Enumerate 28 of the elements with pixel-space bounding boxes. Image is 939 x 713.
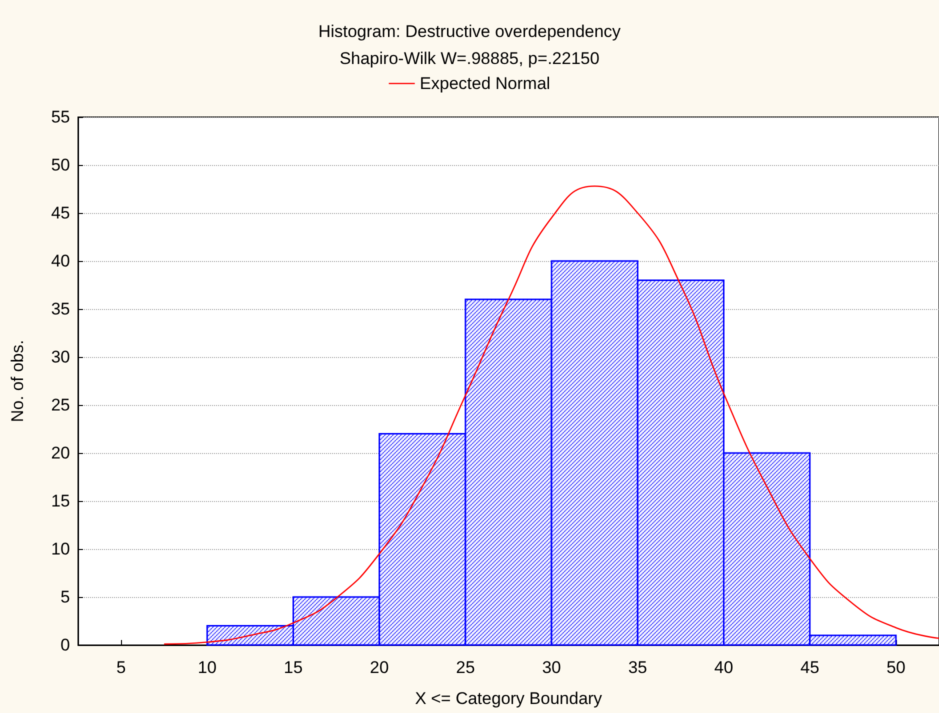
line-series xyxy=(163,185,939,645)
chart-subtitle: Shapiro-Wilk W=.98885, p=.22150 xyxy=(340,49,600,68)
y-tick-label: 50 xyxy=(51,156,70,174)
x-tick-label: 45 xyxy=(800,658,820,677)
x-tick-label: 15 xyxy=(284,658,303,677)
y-tick-label: 40 xyxy=(51,252,70,270)
y-tick-label: 5 xyxy=(60,588,70,606)
x-tick-label: 35 xyxy=(628,658,648,677)
y-tick-label: 25 xyxy=(51,396,70,414)
y-tick-label: 35 xyxy=(51,300,70,318)
x-tick-label: 30 xyxy=(542,658,562,677)
y-tick-label: 0 xyxy=(60,636,70,654)
legend-label: Expected Normal xyxy=(420,74,550,93)
x-axis-title: X <= Category Boundary xyxy=(414,689,603,708)
y-tick-label: 15 xyxy=(51,492,70,510)
y-tick-label: 45 xyxy=(51,204,70,222)
x-tick-label: 5 xyxy=(116,658,126,677)
y-tick-label: 55 xyxy=(51,108,70,126)
x-tick-label: 50 xyxy=(886,658,906,677)
y-tick-label: 20 xyxy=(51,444,70,462)
chart-title: Histogram: Destructive overdependency xyxy=(318,22,622,41)
x-tick-label: 20 xyxy=(370,658,389,677)
y-axis-title: No. of obs. xyxy=(8,340,27,422)
x-tick-label: 40 xyxy=(714,658,734,677)
x-tick-label: 25 xyxy=(456,658,475,677)
y-tick-label: 30 xyxy=(51,348,70,366)
y-tick-label: 10 xyxy=(51,540,70,558)
x-tick-label: 10 xyxy=(198,658,217,677)
